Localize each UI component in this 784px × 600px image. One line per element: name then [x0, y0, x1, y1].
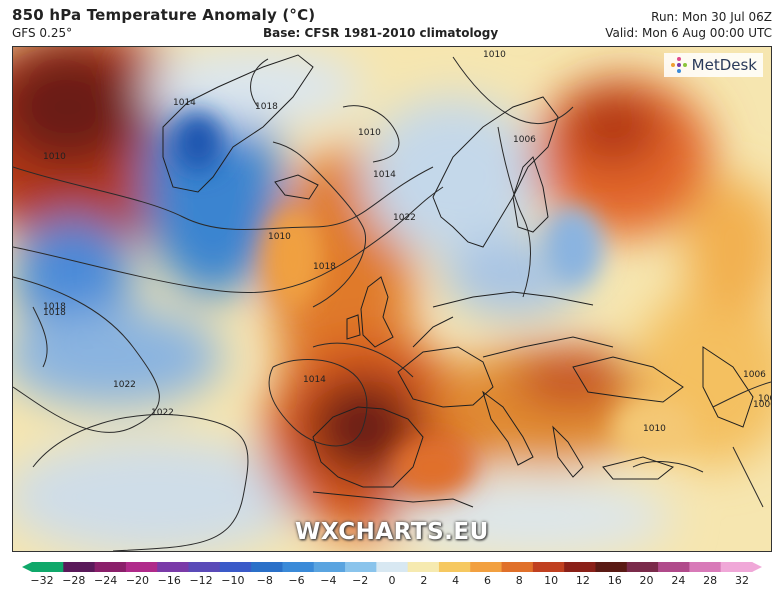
colorbar-segment	[595, 562, 628, 572]
colorbar-tick-label: 28	[703, 574, 718, 587]
isobar-label: 1014	[303, 375, 326, 385]
colorbar	[22, 562, 762, 572]
run-time-label: Run: Mon 30 Jul 06Z	[651, 10, 772, 24]
colorbar-tick-label: −6	[288, 574, 305, 587]
isobar-label: 1018	[313, 262, 336, 272]
colorbar-tick-label: 24	[671, 574, 686, 587]
colorbar-tick-label: 20	[639, 574, 654, 587]
colorbar-min-arrow	[22, 562, 32, 572]
isobar-label: 1022	[393, 213, 416, 223]
map-canvas: 1010 1018 1014 1018 1010 1014 1010 1022 1010 1018…	[13, 47, 771, 551]
colorbar-segment	[251, 562, 284, 572]
model-label: GFS 0.25°	[12, 26, 73, 40]
header: 850 hPa Temperature Anomaly (°C) GFS 0.2…	[0, 0, 784, 46]
colorbar-tick-label: −16	[157, 574, 181, 587]
climatology-base-label: Base: CFSR 1981-2010 climatology	[263, 26, 499, 40]
isobar-label: 1010	[268, 232, 291, 242]
colorbar-segment	[689, 562, 722, 572]
colorbar-tick-label: 8	[515, 574, 523, 587]
metdesk-label: MetDesk	[691, 56, 757, 74]
isobar-label: 1010	[358, 128, 381, 138]
colorbar-segment	[63, 562, 96, 572]
colorbar-segment	[125, 562, 158, 572]
isobar-label: 1014	[173, 98, 196, 108]
isobar-label: 1010	[43, 152, 66, 162]
colorbar-segment	[407, 562, 440, 572]
isobar-label: 1014	[373, 170, 396, 180]
colorbar-segment	[282, 562, 315, 572]
colorbar-tick-label: −32	[30, 574, 54, 587]
colorbar-segment	[720, 562, 753, 572]
isobar-label: 1022	[113, 380, 136, 390]
isobar-label: 1018	[43, 308, 66, 318]
colorbar-tick-label: 10	[544, 574, 559, 587]
metdesk-logo: MetDesk	[663, 53, 763, 77]
colorbar-tick-label: 16	[607, 574, 622, 587]
isobar-label: 1006	[513, 135, 536, 145]
isobar-label: 1018	[255, 102, 278, 112]
colorbar-segment	[94, 562, 127, 572]
colorbar-segment	[32, 562, 64, 572]
colorbar-segment	[376, 562, 409, 572]
metdesk-icon	[670, 57, 687, 73]
colorbar-segment	[188, 562, 221, 572]
colorbar-segment	[438, 562, 471, 572]
anomaly-map[interactable]: 1010 1018 1014 1018 1010 1014 1010 1022 1010 1018…	[12, 46, 772, 552]
colorbar-tick-label: −4	[320, 574, 337, 587]
isobar-label: 1002	[758, 394, 771, 404]
isobar-labels: 1010 1018 1014 1018 1010 1014 1010 1022 1010 1018…	[43, 50, 771, 434]
isobar-label: 1006	[753, 400, 771, 410]
colorbar-segment	[345, 562, 377, 572]
colorbar-tick-label: 32	[735, 574, 749, 587]
isobar-label: 1010	[483, 50, 506, 60]
isobar-label: 1006	[743, 370, 766, 380]
isobar-label: 1018	[43, 302, 66, 312]
colorbar-tick-label: −12	[189, 574, 213, 587]
colorbar-tick-label: −20	[125, 574, 150, 587]
wxcharts-watermark: WXCHARTS.EU	[295, 519, 489, 545]
colorbar-segment	[157, 562, 190, 572]
chart-title: 850 hPa Temperature Anomaly (°C)	[12, 6, 316, 24]
colorbar-max-arrow	[752, 562, 762, 572]
colorbar-tick-label: 2	[420, 574, 428, 587]
valid-time-label: Valid: Mon 6 Aug 00:00 UTC	[605, 26, 772, 40]
coastlines	[162, 54, 754, 508]
anomaly-fields	[13, 47, 771, 551]
colorbar-tick-label: 12	[575, 574, 590, 587]
colorbar-segment	[564, 562, 597, 572]
isobar-label: 1022	[151, 408, 174, 418]
colorbar-segment	[219, 562, 252, 572]
colorbar-segment	[470, 562, 503, 572]
isobars	[13, 56, 771, 551]
colorbar-segment	[626, 562, 659, 572]
colorbar-segment	[501, 562, 534, 572]
isobar-label: 1010	[643, 424, 666, 434]
colorbar-segment	[313, 562, 346, 572]
anomaly-details	[173, 112, 693, 497]
colorbar-tick-label: 4	[452, 574, 460, 587]
colorbar-ticks: −32 −28 −24 −20 −16 −12 −10 −8 −6 −4 −2 0 2 4 6 8 10 12 16…	[22, 574, 762, 590]
colorbar-tick-label: 6	[483, 574, 491, 587]
colorbar-tick-label: −24	[94, 574, 118, 587]
colorbar-tick-label: −8	[256, 574, 273, 587]
colorbar-tick-label: 0	[388, 574, 396, 587]
colorbar-segment	[532, 562, 565, 572]
colorbar-tick-label: −10	[221, 574, 245, 587]
colorbar-segment	[658, 562, 690, 572]
colorbar-tick-label: −2	[352, 574, 369, 587]
colorbar-tick-label: −28	[62, 574, 86, 587]
